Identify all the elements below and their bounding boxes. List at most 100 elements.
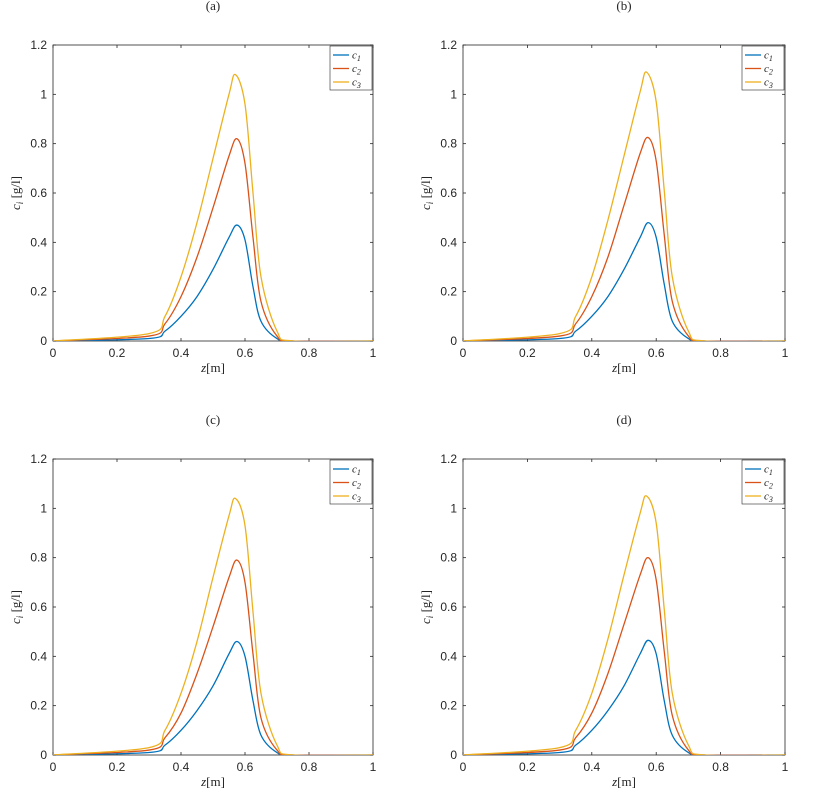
panel-title: (c) xyxy=(206,412,220,427)
series-line-c1 xyxy=(463,639,785,755)
y-tick-label: 0.4 xyxy=(30,235,47,249)
x-tick-label: 0.6 xyxy=(237,346,254,360)
x-tick-label: 0.8 xyxy=(712,760,729,774)
panel-title: (a) xyxy=(206,0,220,13)
x-tick-label: 0.4 xyxy=(583,346,600,360)
y-tick-label: 0.2 xyxy=(440,285,457,299)
series-line-c2 xyxy=(53,559,373,755)
plot-area xyxy=(52,458,374,756)
legend-label-c1: c1 xyxy=(352,50,361,64)
x-axis-label: z[m] xyxy=(611,774,636,789)
y-tick-label: 1 xyxy=(450,87,457,101)
legend-label-c1: c1 xyxy=(764,50,773,64)
x-tick-label: 0.8 xyxy=(712,346,729,360)
panel-title: (d) xyxy=(616,412,631,427)
y-tick-label: 0.4 xyxy=(30,649,47,663)
y-tick-label: 0.6 xyxy=(440,600,457,614)
series-line-c2 xyxy=(53,137,373,341)
x-tick-label: 0 xyxy=(460,346,467,360)
y-tick-label: 0 xyxy=(450,334,457,348)
legend-label-c2: c2 xyxy=(764,63,773,77)
series-line-c2 xyxy=(463,557,785,755)
legend-label-c3: c3 xyxy=(764,77,773,91)
series-line-c3 xyxy=(53,73,373,341)
y-axis-label: ci [g/l] xyxy=(8,176,25,210)
legend-label-c1: c1 xyxy=(764,464,773,478)
x-tick-label: 0.2 xyxy=(519,760,536,774)
x-axis-label: z[m] xyxy=(200,774,225,789)
x-tick-label: 1 xyxy=(370,760,377,774)
panel-title: (b) xyxy=(616,0,631,13)
y-tick-label: 0.8 xyxy=(30,551,47,565)
series-line-c2 xyxy=(463,136,785,341)
series-line-c1 xyxy=(53,640,373,755)
series-line-c3 xyxy=(463,495,785,755)
y-tick-label: 0.2 xyxy=(440,699,457,713)
x-tick-label: 0.2 xyxy=(109,346,126,360)
x-tick-label: 0.6 xyxy=(237,760,254,774)
legend-label-c2: c2 xyxy=(764,477,773,491)
y-axis-label: ci [g/l] xyxy=(418,590,435,624)
series-line-c1 xyxy=(53,224,373,341)
y-tick-label: 1 xyxy=(40,501,47,515)
y-tick-label: 1.2 xyxy=(440,38,457,52)
x-tick-label: 0.4 xyxy=(583,760,600,774)
series-line-c3 xyxy=(53,497,373,755)
y-tick-label: 0.2 xyxy=(30,699,47,713)
x-tick-label: 1 xyxy=(370,346,377,360)
chart-panel-c: (c) 0 0.2 0.4 0.6 0.8 1 0 0.2 0.4 0.6 0.8 1 1.2 z[m] ci… xyxy=(8,412,377,789)
x-tick-label: 0.6 xyxy=(648,346,665,360)
x-tick-label: 1 xyxy=(782,760,789,774)
legend-label-c3: c3 xyxy=(764,491,773,505)
y-tick-label: 0.2 xyxy=(30,285,47,299)
legend-label-c3: c3 xyxy=(352,491,361,505)
x-tick-label: 0.4 xyxy=(173,760,190,774)
chart-panel-d: (d) 0 0.2 0.4 0.6 0.8 1 0 0.2 0.4 0.6 0.8 1 1.2 z[m] ci… xyxy=(418,412,789,789)
x-axis-label: z[m] xyxy=(200,360,225,375)
x-tick-label: 0.2 xyxy=(519,346,536,360)
plot-area xyxy=(462,458,786,756)
y-tick-label: 1.2 xyxy=(30,452,47,466)
x-tick-label: 0.8 xyxy=(301,760,318,774)
series-line-c3 xyxy=(463,71,785,341)
x-tick-label: 0.4 xyxy=(173,346,190,360)
legend-label-c2: c2 xyxy=(352,63,361,77)
chart-panel-b: (b) 0 0.2 0.4 0.6 0.8 1 0 0.2 0.4 0.6 0.8 1 1.2 z[m] ci… xyxy=(418,0,789,375)
y-tick-label: 0.6 xyxy=(440,186,457,200)
legend-label-c2: c2 xyxy=(352,477,361,491)
y-tick-label: 0.6 xyxy=(30,600,47,614)
y-tick-label: 1.2 xyxy=(440,452,457,466)
x-tick-label: 0 xyxy=(50,760,57,774)
y-tick-label: 0.8 xyxy=(440,137,457,151)
x-tick-label: 0.2 xyxy=(109,760,126,774)
x-tick-label: 0.6 xyxy=(648,760,665,774)
series-line-c1 xyxy=(463,221,785,341)
y-tick-label: 0 xyxy=(450,748,457,762)
legend-label-c1: c1 xyxy=(352,464,361,478)
x-tick-label: 1 xyxy=(782,346,789,360)
y-tick-label: 1 xyxy=(40,87,47,101)
y-tick-label: 0.8 xyxy=(440,551,457,565)
y-tick-label: 0 xyxy=(40,334,47,348)
plot-area xyxy=(462,44,786,342)
y-tick-label: 0.4 xyxy=(440,235,457,249)
y-tick-label: 0.8 xyxy=(30,137,47,151)
legend-label-c3: c3 xyxy=(352,77,361,91)
y-tick-label: 1 xyxy=(450,501,457,515)
plot-area xyxy=(52,44,374,342)
x-tick-label: 0 xyxy=(50,346,57,360)
y-axis-label: ci [g/l] xyxy=(8,590,25,624)
y-tick-label: 0.4 xyxy=(440,649,457,663)
x-axis-label: z[m] xyxy=(611,360,636,375)
x-tick-label: 0.8 xyxy=(301,346,318,360)
chart-panel-a: (a) 0 0.2 0.4 0.6 0.8 1 0 0.2 0.4 0.6 0.8 1 1.2 z[m] ci… xyxy=(8,0,377,375)
y-axis-label: ci [g/l] xyxy=(418,176,435,210)
y-tick-label: 0 xyxy=(40,748,47,762)
x-tick-label: 0 xyxy=(460,760,467,774)
y-tick-label: 1.2 xyxy=(30,38,47,52)
